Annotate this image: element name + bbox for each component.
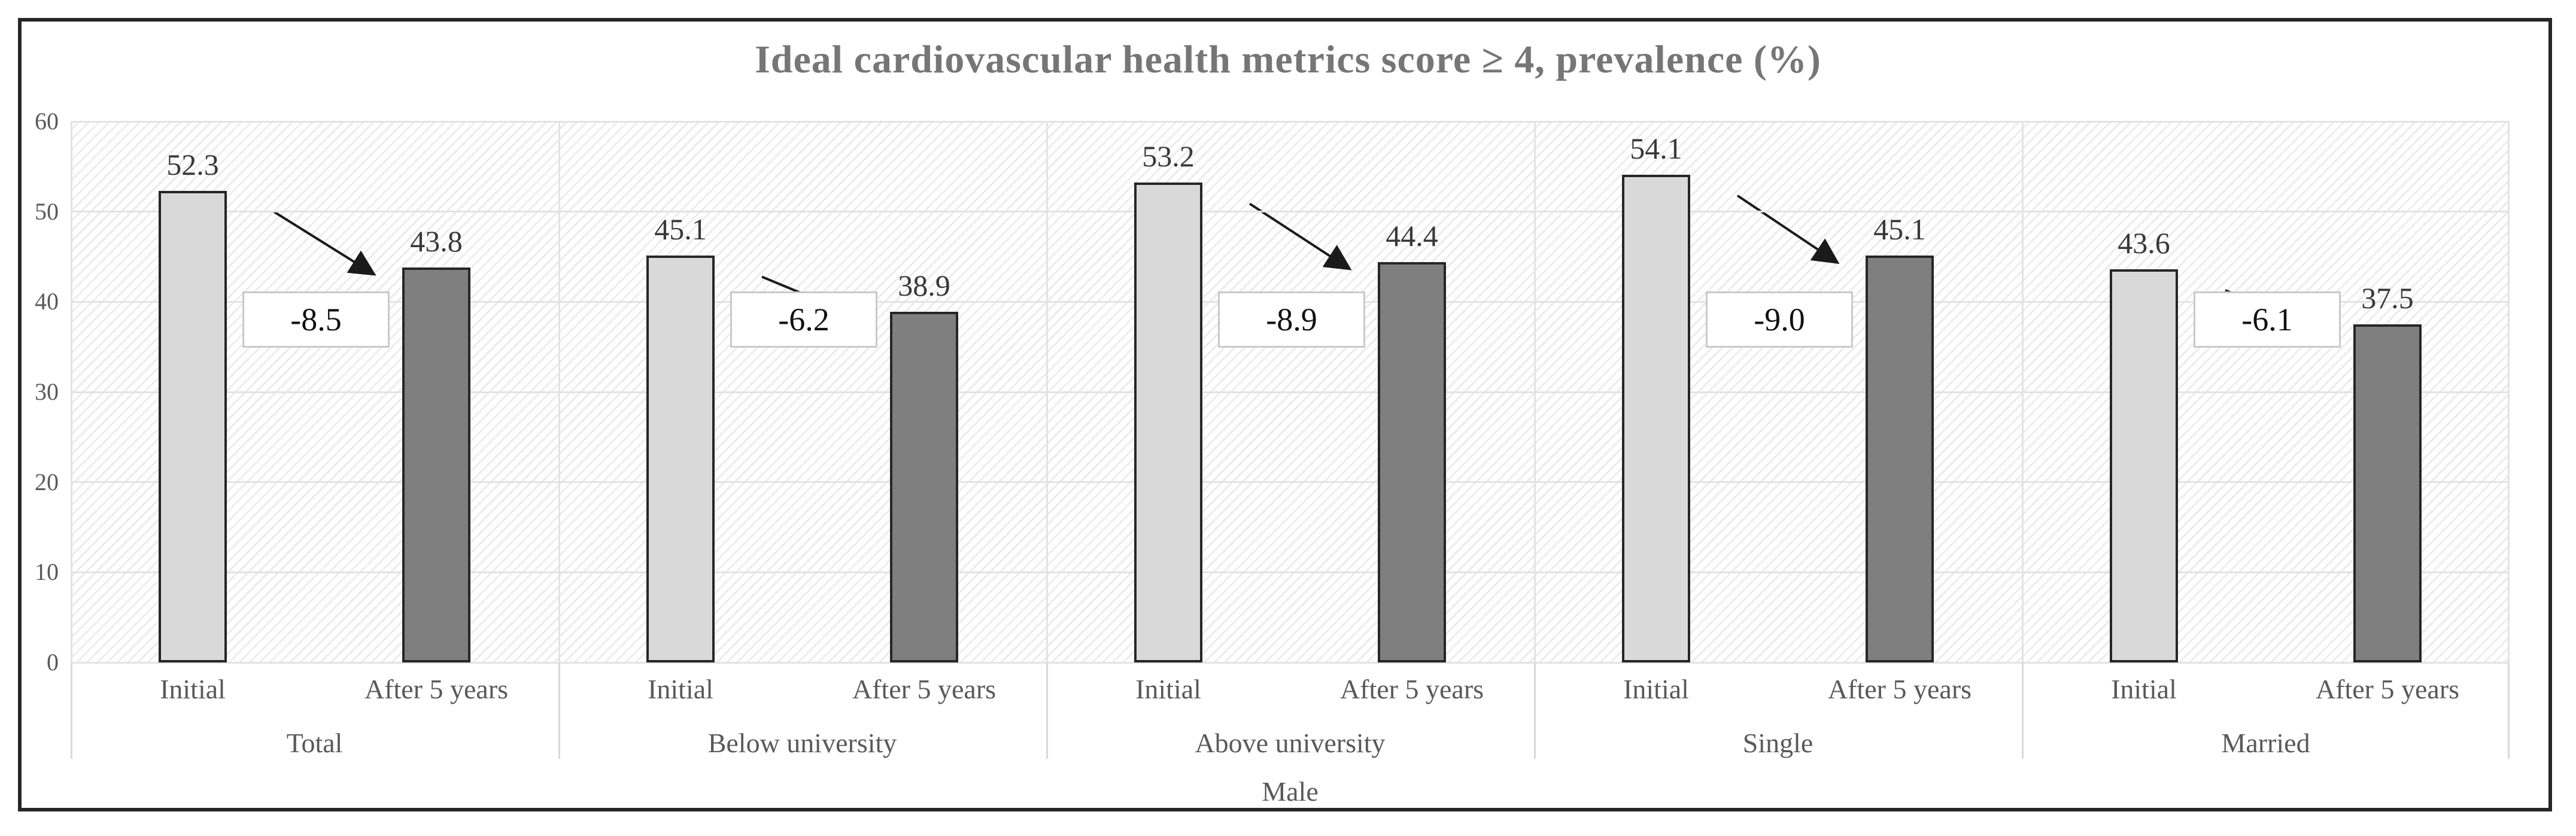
y-axis-tick-label: 10 bbox=[35, 558, 59, 586]
change-value: -9.0 bbox=[1754, 302, 1805, 338]
decrease-arrow bbox=[273, 211, 376, 276]
group-label: Below university bbox=[707, 728, 897, 758]
axis-separator bbox=[2508, 662, 2510, 759]
bar-after-5-years bbox=[890, 311, 958, 662]
plot-area bbox=[71, 120, 2510, 664]
change-value: -6.1 bbox=[2241, 302, 2293, 338]
bar-value-label: 45.1 bbox=[654, 212, 707, 247]
v-gridline bbox=[1046, 121, 1048, 662]
series-tick-label: After 5 years bbox=[1339, 674, 1484, 704]
bar-initial bbox=[646, 256, 715, 662]
group-label: Total bbox=[286, 728, 343, 758]
series-tick-label: Initial bbox=[1135, 674, 1201, 704]
h-gridline bbox=[71, 211, 2510, 213]
v-gridline bbox=[71, 121, 72, 662]
axis-separator bbox=[1534, 662, 1536, 759]
y-axis-tick-label: 30 bbox=[35, 378, 59, 405]
axis-group-label-male: Male bbox=[1262, 776, 1319, 807]
change-value: -8.5 bbox=[290, 302, 342, 338]
series-tick-label: Initial bbox=[648, 674, 713, 704]
y-axis-tick-label: 40 bbox=[35, 288, 59, 315]
chart-title: Ideal cardiovascular health metrics scor… bbox=[755, 38, 1821, 81]
h-gridline bbox=[71, 481, 2510, 484]
group-label: Single bbox=[1742, 728, 1813, 758]
bar-after-5-years bbox=[1378, 262, 1446, 662]
bar-value-label: 44.4 bbox=[1386, 219, 1438, 253]
bar-after-5-years bbox=[2353, 324, 2422, 662]
h-gridline bbox=[71, 571, 2510, 573]
axis-separator bbox=[2022, 662, 2024, 759]
y-axis-tick-label: 50 bbox=[35, 197, 59, 225]
change-value: -8.9 bbox=[1266, 302, 1317, 338]
series-tick-label: After 5 years bbox=[852, 674, 997, 704]
series-tick-label: After 5 years bbox=[364, 674, 509, 704]
bar-after-5-years bbox=[402, 267, 470, 662]
bar-value-label: 43.8 bbox=[410, 224, 463, 259]
v-gridline bbox=[2022, 121, 2024, 662]
change-box: -8.5 bbox=[242, 291, 390, 348]
bar-value-label: 53.2 bbox=[1142, 139, 1195, 174]
axis-separator bbox=[71, 662, 72, 759]
change-box: -6.1 bbox=[2194, 291, 2341, 348]
change-value: -6.2 bbox=[778, 302, 830, 338]
v-gridline bbox=[1534, 121, 1536, 662]
series-tick-label: Initial bbox=[2111, 674, 2177, 704]
bar-value-label: 43.6 bbox=[2118, 226, 2170, 260]
series-tick-label: After 5 years bbox=[2315, 674, 2460, 704]
h-gridline bbox=[71, 391, 2510, 393]
y-axis-tick-label: 20 bbox=[35, 468, 59, 495]
group-label: Married bbox=[2221, 728, 2310, 758]
v-gridline bbox=[558, 121, 560, 662]
h-gridline bbox=[71, 120, 2510, 123]
y-axis-tick-label: 60 bbox=[35, 108, 59, 135]
bar-value-label: 38.9 bbox=[898, 268, 950, 302]
v-gridline bbox=[2508, 121, 2510, 662]
h-gridline bbox=[71, 661, 2510, 664]
decrease-arrow bbox=[1248, 202, 1352, 270]
bar-initial bbox=[159, 191, 227, 662]
bar-value-label: 45.1 bbox=[1873, 212, 1926, 247]
bar-value-label: 54.1 bbox=[1630, 131, 1682, 165]
change-box: -6.2 bbox=[730, 291, 877, 348]
bar-initial bbox=[1622, 174, 1690, 662]
bar-value-label: 52.3 bbox=[166, 148, 219, 181]
group-label: Above university bbox=[1195, 728, 1386, 758]
bar-after-5-years bbox=[1866, 256, 1934, 662]
bar-value-label: 37.5 bbox=[2361, 281, 2414, 315]
series-tick-label: Initial bbox=[160, 674, 226, 704]
axis-separator bbox=[558, 662, 560, 759]
bar-initial bbox=[2110, 269, 2178, 662]
series-tick-label: Initial bbox=[1623, 674, 1689, 704]
change-box: -8.9 bbox=[1218, 291, 1365, 348]
series-tick-label: After 5 years bbox=[1827, 674, 1972, 704]
bar-initial bbox=[1134, 183, 1202, 662]
change-box: -9.0 bbox=[1706, 291, 1853, 348]
decrease-arrow bbox=[1736, 194, 1840, 265]
axis-separator bbox=[1046, 662, 1048, 759]
y-axis-tick-label: 0 bbox=[47, 649, 59, 676]
